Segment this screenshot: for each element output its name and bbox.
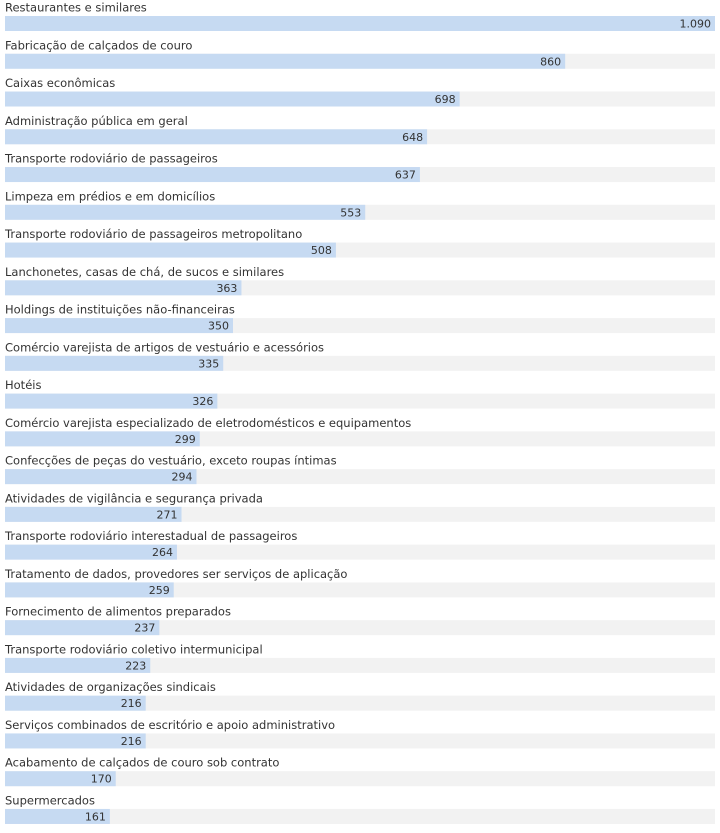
bar xyxy=(5,771,116,787)
category-label: Lanchonetes, casas de chá, de sucos e si… xyxy=(5,265,284,279)
value-label: 553 xyxy=(340,206,361,219)
bar xyxy=(5,431,200,447)
value-label: 860 xyxy=(540,55,561,68)
bar-track xyxy=(5,506,715,522)
category-label: Confecções de peças do vestuário, exceto… xyxy=(5,454,337,468)
bar xyxy=(5,469,197,485)
value-label: 216 xyxy=(121,697,142,710)
bar xyxy=(5,167,420,183)
value-label: 335 xyxy=(198,357,219,370)
value-label: 264 xyxy=(152,546,173,559)
bar-track xyxy=(5,657,715,673)
bar-track xyxy=(5,620,715,636)
category-label: Fabricação de calçados de couro xyxy=(5,38,192,52)
bar xyxy=(5,582,174,598)
category-label: Comércio varejista especializado de elet… xyxy=(5,416,411,430)
bar-track xyxy=(5,695,715,711)
bar xyxy=(5,53,566,69)
bar xyxy=(5,280,242,296)
category-label: Atividades de organizações sindicais xyxy=(5,680,216,694)
value-label: 223 xyxy=(125,659,146,672)
value-label: 170 xyxy=(91,773,112,786)
value-label: 648 xyxy=(402,131,423,144)
category-label: Comércio varejista de artigos de vestuár… xyxy=(5,340,324,354)
category-label: Holdings de instituições não-financeiras xyxy=(5,303,235,317)
value-label: 698 xyxy=(435,93,456,106)
bar xyxy=(5,393,218,409)
bar xyxy=(5,91,460,107)
bar xyxy=(5,204,366,220)
value-label: 237 xyxy=(134,622,155,635)
category-label: Administração pública em geral xyxy=(5,114,188,128)
bar xyxy=(5,242,336,258)
bar xyxy=(5,620,160,636)
bar xyxy=(5,544,177,560)
value-label: 271 xyxy=(157,508,178,521)
bar-track xyxy=(5,771,715,787)
bar-track xyxy=(5,808,715,824)
value-label: 508 xyxy=(311,244,332,257)
category-label: Serviços combinados de escritório e apoi… xyxy=(5,718,335,732)
category-label: Caixas econômicas xyxy=(5,76,115,90)
bar xyxy=(5,808,110,824)
category-label: Limpeza em prédios e em domicílios xyxy=(5,189,215,203)
value-label: 299 xyxy=(175,433,196,446)
bar-track xyxy=(5,544,715,560)
bar xyxy=(5,733,146,749)
value-label: 637 xyxy=(395,169,416,182)
category-label: Transporte rodoviário de passageiros met… xyxy=(4,227,302,241)
value-label: 1.090 xyxy=(680,18,712,31)
category-label: Restaurantes e similares xyxy=(5,1,147,15)
bar xyxy=(5,695,146,711)
bar xyxy=(5,657,151,673)
category-label: Acabamento de calçados de couro sob cont… xyxy=(5,756,279,770)
bar xyxy=(5,16,715,31)
value-label: 161 xyxy=(85,810,106,823)
bar-track xyxy=(5,582,715,598)
category-label: Atividades de vigilância e segurança pri… xyxy=(5,491,263,505)
value-label: 363 xyxy=(216,282,237,295)
bar-track xyxy=(5,733,715,749)
category-label: Transporte rodoviário interestadual de p… xyxy=(4,529,297,543)
value-label: 259 xyxy=(149,584,170,597)
category-label: Tratamento de dados, provedores ser serv… xyxy=(4,567,347,581)
value-label: 326 xyxy=(192,395,213,408)
category-label: Fornecimento de alimentos preparados xyxy=(5,605,231,619)
bar xyxy=(5,355,224,371)
category-label: Hotéis xyxy=(5,378,41,392)
category-label: Transporte rodoviário coletivo intermuni… xyxy=(4,642,263,656)
value-label: 350 xyxy=(208,320,229,333)
value-label: 216 xyxy=(121,735,142,748)
bar xyxy=(5,129,428,145)
value-label: 294 xyxy=(172,471,193,484)
category-label: Supermercados xyxy=(5,793,95,807)
bar xyxy=(5,506,182,522)
bar xyxy=(5,318,233,334)
category-label: Transporte rodoviário de passageiros xyxy=(4,152,218,166)
